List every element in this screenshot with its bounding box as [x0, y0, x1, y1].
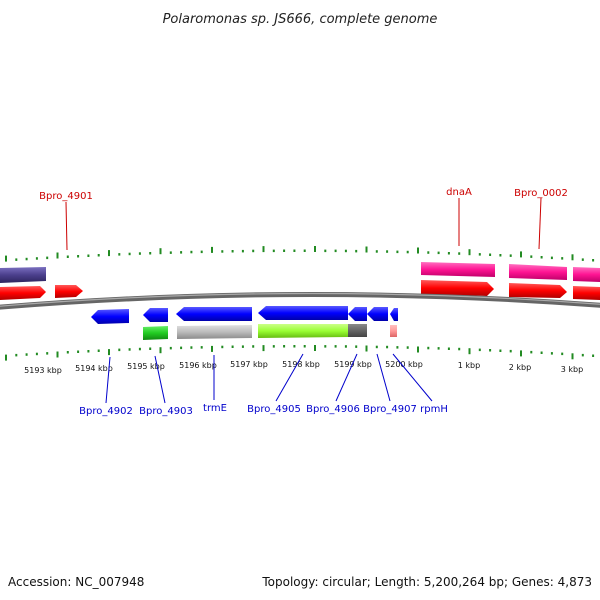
leader-line — [154, 355, 166, 404]
forward-cds-dnaa[interactable] — [421, 280, 494, 296]
leader-line — [65, 201, 68, 251]
upper-tick-row — [5, 246, 595, 262]
scale-label: 3 kbp — [561, 365, 583, 374]
forward-highlight-feature-bpro-0002[interactable] — [509, 264, 567, 280]
gene-label-bpro-4903[interactable]: Bpro_4903 — [139, 406, 193, 417]
scale-label: 5193 kbp — [24, 366, 62, 375]
leader-line — [275, 353, 304, 402]
scale-label: 2 kbp — [509, 363, 531, 372]
forward-cds-right[interactable] — [573, 286, 600, 300]
top-gene-labels: Bpro_4901 dnaA Bpro_0002 — [39, 187, 568, 251]
reverse-cds-trme[interactable] — [176, 307, 252, 321]
map-title: Polaromonas sp. JS666, complete genome — [163, 12, 438, 27]
gene-label-bpro-0002[interactable]: Bpro_0002 — [514, 188, 568, 199]
gene-label-bpro-4902[interactable]: Bpro_4902 — [79, 406, 133, 417]
forward-outer-feature-left[interactable] — [0, 267, 46, 283]
reverse-cds-bpro-4906[interactable] — [348, 307, 367, 321]
forward-cds-left-a[interactable] — [0, 286, 46, 300]
lower-tick-row — [5, 345, 595, 361]
reverse-lime-bpro-4905[interactable] — [258, 324, 348, 338]
leader-line — [538, 197, 542, 250]
gene-label-bpro-4905[interactable]: Bpro_4905 — [247, 404, 301, 415]
reverse-cds-bpro-4902[interactable] — [91, 309, 129, 324]
accession-text: Accession: NC_007948 — [8, 575, 144, 589]
reverse-pink-rpmh[interactable] — [390, 325, 397, 337]
gene-label-rpmh[interactable]: rpmH — [420, 404, 448, 415]
scale-label: 5197 kbp — [230, 360, 268, 369]
reverse-features — [91, 306, 398, 340]
forward-cds-left-b[interactable] — [55, 285, 83, 298]
gene-label-bpro-4907[interactable]: Bpro_4907 — [363, 404, 417, 415]
scale-label: 5200 kbp — [385, 360, 423, 369]
scale-label: 5198 kbp — [282, 360, 320, 369]
gene-label-bpro-4901[interactable]: Bpro_4901 — [39, 191, 93, 202]
genome-backbone — [0, 291, 600, 310]
gene-label-trme[interactable]: trmE — [203, 403, 227, 414]
bottom-gene-labels: Bpro_4902 Bpro_4903 trmE Bpro_4905 Bpro_… — [79, 353, 448, 417]
forward-highlight-feature-dnaa[interactable] — [421, 262, 495, 277]
forward-highlight-feature-right[interactable] — [573, 267, 600, 282]
reverse-cds-bpro-4903[interactable] — [143, 308, 168, 322]
scale-label: 5196 kbp — [179, 361, 217, 370]
leader-line — [392, 353, 433, 402]
leader-line — [376, 353, 391, 402]
genome-backbone-highlight — [0, 292, 600, 307]
genome-summary-text: Topology: circular; Length: 5,200,264 bp… — [261, 575, 592, 589]
reverse-dark-bpro-4906[interactable] — [348, 324, 367, 337]
gene-label-dnaa[interactable]: dnaA — [446, 187, 472, 198]
reverse-cds-bpro-4907[interactable] — [367, 307, 388, 321]
scale-label: 5195 kbp — [127, 362, 165, 371]
leader-line — [335, 353, 358, 402]
gene-label-bpro-4906[interactable]: Bpro_4906 — [306, 404, 360, 415]
forward-cds-bpro-0002[interactable] — [509, 283, 567, 298]
scale-labels: 5193 kbp 5194 kbp 5195 kbp 5196 kbp 5197… — [24, 360, 583, 375]
scale-label: 1 kbp — [458, 361, 480, 370]
reverse-rna-bpro-4903[interactable] — [143, 326, 168, 340]
scale-label: 5199 kbp — [334, 360, 372, 369]
reverse-gray-trme[interactable] — [177, 325, 252, 339]
scale-label: 5194 kbp — [75, 364, 113, 373]
leader-line — [105, 356, 111, 404]
reverse-cds-rpmh[interactable] — [390, 308, 398, 321]
reverse-cds-bpro-4905[interactable] — [258, 306, 348, 320]
forward-features — [0, 262, 600, 300]
